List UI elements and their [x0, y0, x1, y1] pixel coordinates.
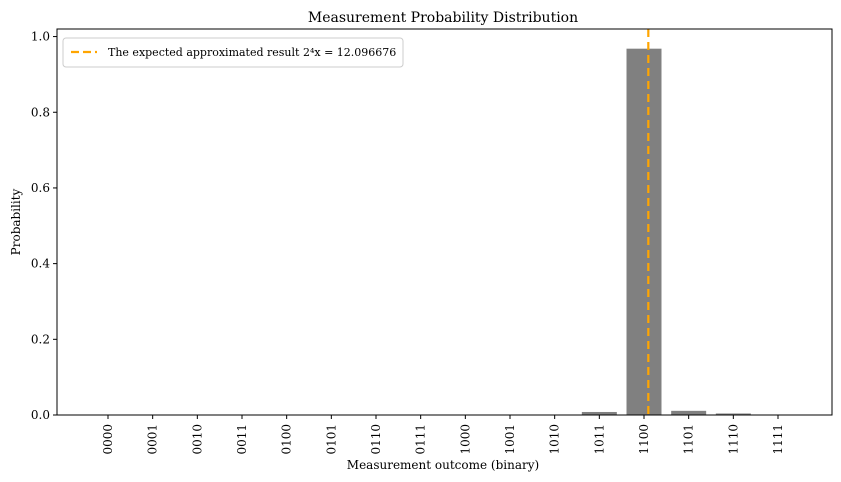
legend: The expected approximated result 2⁴x = 1… — [62, 37, 404, 68]
x-tick-label: 1101 — [682, 424, 696, 455]
x-tick-label: 1100 — [637, 424, 651, 455]
bar-1011 — [581, 411, 617, 415]
x-tick-label: 0111 — [414, 424, 428, 455]
y-ticks-group: 0.0 0.2 0.4 0.6 0.8 1.0 — [31, 30, 57, 422]
x-tick-label: 0010 — [190, 424, 204, 455]
y-tick-label: 0.4 — [31, 257, 50, 271]
chart-title: Measurement Probability Distribution — [308, 10, 578, 26]
legend-box — [62, 37, 404, 68]
legend-label: The expected approximated result 2⁴x = 1… — [108, 46, 396, 59]
x-tick-label: 0110 — [369, 424, 383, 455]
x-tick-label: 1111 — [771, 424, 785, 455]
x-tick-label: 0001 — [146, 424, 160, 455]
x-ticks-group: 0000 0001 0010 0011 0100 0101 0110 0111 1000 1001… — [101, 415, 785, 455]
x-tick-label: 1010 — [548, 424, 562, 455]
x-tick-label: 0011 — [235, 424, 249, 455]
x-tick-label: 1001 — [503, 424, 517, 455]
y-tick-label: 0.2 — [31, 332, 50, 346]
y-tick-label: 0.0 — [31, 408, 50, 422]
bar-1101 — [671, 410, 707, 415]
y-axis-label: Probability — [9, 188, 23, 255]
x-tick-label: 1110 — [726, 424, 740, 455]
bars-group — [90, 48, 796, 415]
x-tick-label: 0000 — [101, 424, 115, 455]
x-axis-label: Measurement outcome (binary) — [347, 458, 539, 472]
x-tick-label: 1000 — [458, 424, 472, 455]
x-tick-label: 0101 — [324, 424, 338, 455]
y-tick-label: 0.8 — [31, 105, 50, 119]
y-tick-label: 0.6 — [31, 181, 50, 195]
plot-frame — [56, 28, 833, 416]
bar-1100 — [626, 48, 662, 415]
x-tick-label: 0100 — [280, 424, 294, 455]
y-tick-label: 1.0 — [31, 30, 50, 44]
bar-1110 — [715, 413, 751, 415]
x-tick-label: 1011 — [592, 424, 606, 455]
